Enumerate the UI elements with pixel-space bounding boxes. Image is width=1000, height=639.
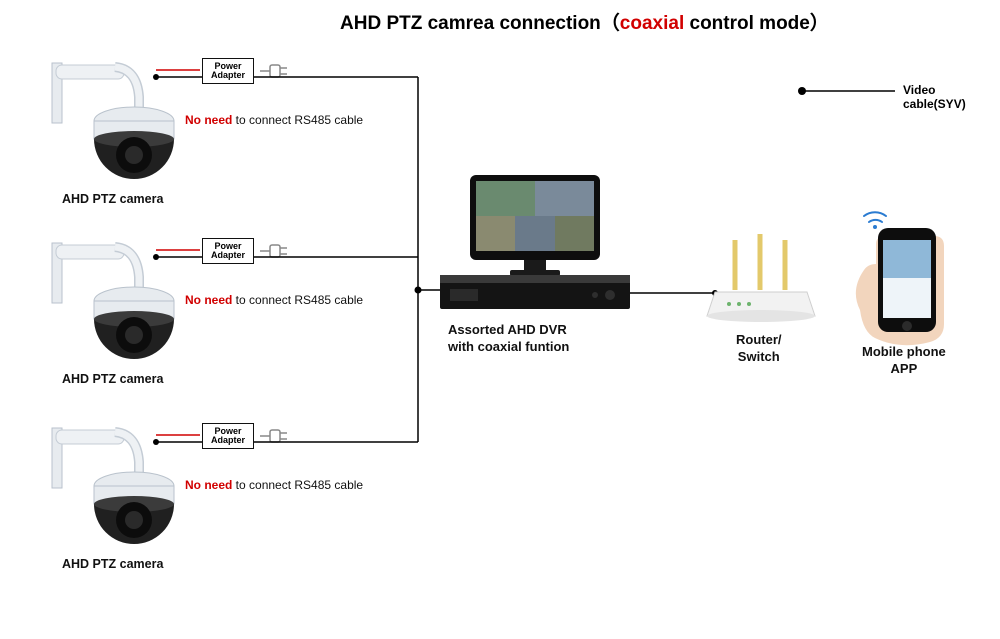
rs485-red-3: No need (185, 478, 232, 492)
camera-label-1: AHD PTZ camera (62, 192, 163, 206)
page-title: AHD PTZ camrea connection（coaxial contro… (340, 8, 829, 35)
legend-label: Video cable(SYV) (903, 83, 1000, 111)
phone-device (856, 212, 944, 345)
rs485-red-2: No need (185, 293, 232, 307)
phone-label: Mobile phoneAPP (862, 344, 946, 378)
title-paren-close: ） (810, 13, 829, 34)
power-adapter-box-1: PowerAdapter (202, 58, 254, 84)
rs485-note-2: No need to connect RS485 cable (185, 293, 363, 307)
coax-trunk (415, 77, 449, 442)
rs485-rest-1: to connect RS485 cable (232, 113, 363, 127)
title-highlight: coaxial (620, 13, 684, 34)
title-paren-open: （ (601, 13, 620, 34)
rs485-rest-2: to connect RS485 cable (232, 293, 363, 307)
dvr-label: Assorted AHD DVRwith coaxial funtion (448, 322, 569, 356)
power-adapter-box-3: PowerAdapter (202, 423, 254, 449)
rs485-note-3: No need to connect RS485 cable (185, 478, 363, 492)
legend-line (798, 87, 895, 95)
camera-label-3: AHD PTZ camera (62, 557, 163, 571)
rs485-note-1: No need to connect RS485 cable (185, 113, 363, 127)
router-device (707, 234, 815, 322)
diagram-svg (0, 0, 1000, 639)
router-label: Router/Switch (736, 332, 782, 366)
power-adapter-box-2: PowerAdapter (202, 238, 254, 264)
rs485-red-1: No need (185, 113, 232, 127)
dvr-device (440, 175, 630, 309)
title-suffix: control mode (684, 13, 810, 34)
camera-label-2: AHD PTZ camera (62, 372, 163, 386)
rs485-rest-3: to connect RS485 cable (232, 478, 363, 492)
title-prefix: AHD PTZ camrea connection (340, 13, 601, 34)
